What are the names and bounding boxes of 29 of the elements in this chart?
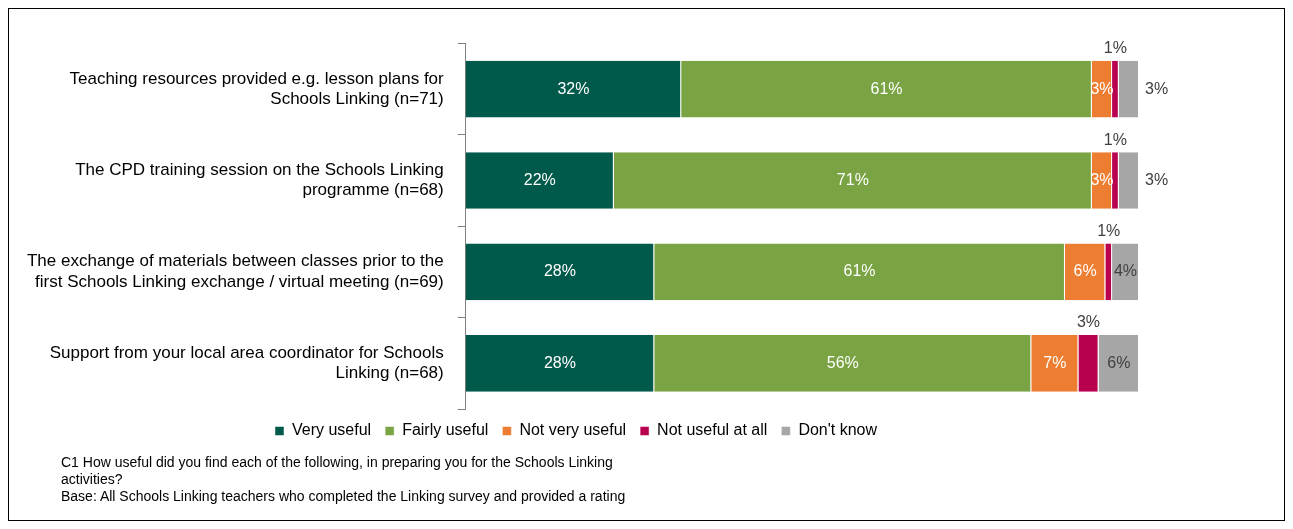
data-label: 6% <box>1107 353 1131 371</box>
data-label: 7% <box>1043 353 1067 371</box>
data-label: 56% <box>826 353 859 371</box>
data-label: 28% <box>543 353 576 371</box>
data-label: 32% <box>557 79 590 97</box>
legend-label: Not very useful <box>519 421 627 439</box>
legend-label: Don't know <box>798 421 878 439</box>
data-label: 3% <box>1145 170 1169 188</box>
data-label: 1% <box>1097 221 1121 239</box>
data-label: 3% <box>1076 313 1101 331</box>
data-label: 6% <box>1073 262 1097 280</box>
data-label: 61% <box>843 262 876 280</box>
y-tick-label: Teaching resources provided e.g. lesson plans for Schools Linking (n=71) <box>69 68 445 108</box>
text: Base: All Schools Linking teachers who completed the Linking survey and provided a rating <box>61 488 627 505</box>
y-tick-label: Support from your local area coordinator for Schools Linking (n=68) <box>49 342 444 383</box>
legend-label: Very useful <box>291 421 372 439</box>
y-tick-label: The exchange of materials between classes prior to the first Schools Linking exchange / virtual meeting (n=69) <box>26 251 444 291</box>
text: C1 How useful did you find each of the following, in preparing you for the Schools Linking activities? <box>61 454 614 488</box>
data-label: 28% <box>543 262 576 280</box>
data-label: 4% <box>1113 262 1138 280</box>
data-label: 3% <box>1145 79 1169 97</box>
legend-label: Fairly useful <box>402 421 489 439</box>
legend-label: Not useful at all <box>657 421 768 439</box>
data-label: 1% <box>1103 130 1127 148</box>
data-label: 71% <box>836 170 869 188</box>
data-label: 1% <box>1103 39 1127 57</box>
y-tick-label: The CPD training session on the Schools Linking programme (n=68) <box>75 159 444 200</box>
data-label: 61% <box>870 79 903 97</box>
data-label: 22% <box>523 170 556 188</box>
